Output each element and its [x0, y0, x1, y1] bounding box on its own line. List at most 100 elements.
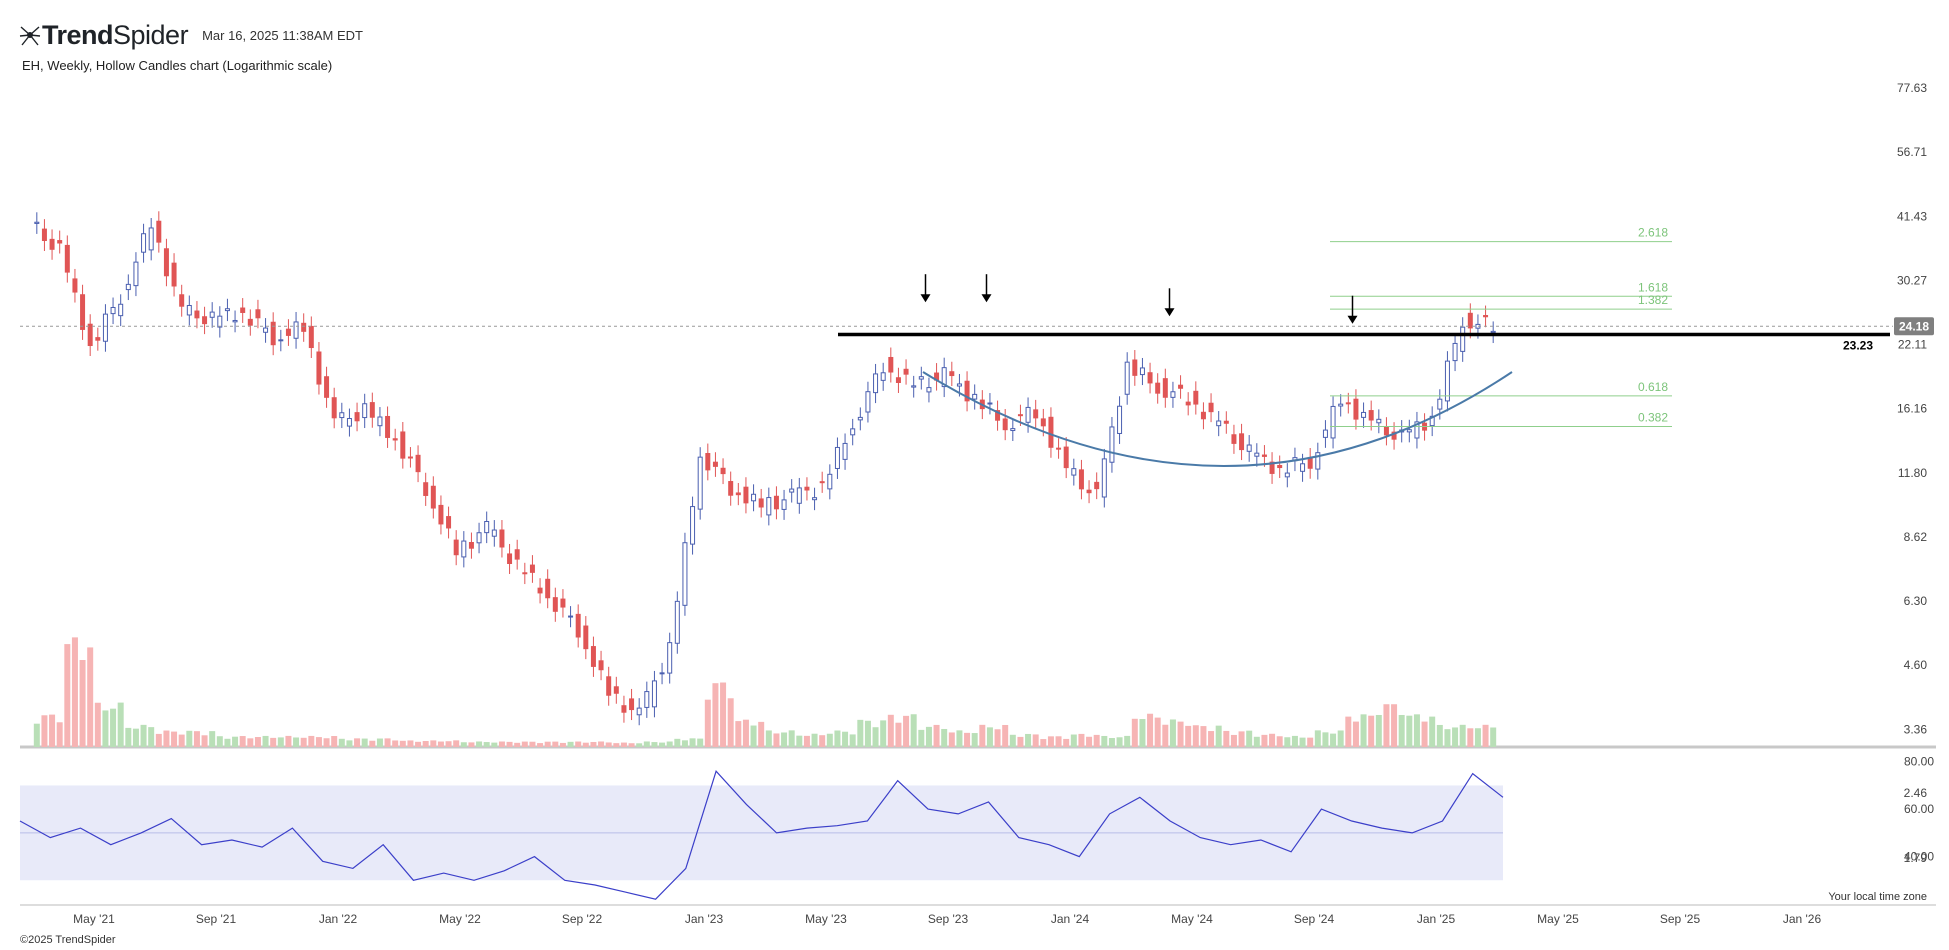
brand-bold: Trend: [42, 19, 114, 50]
x-axis-tick-label: Sep '24: [1294, 912, 1335, 926]
spider-logo-icon: [19, 26, 41, 46]
candle: [407, 456, 413, 459]
volume-bar: [1017, 736, 1024, 747]
volume-bar: [514, 742, 521, 747]
volume-bar: [1398, 714, 1405, 747]
volume-bar: [758, 721, 765, 747]
chart-title: EH, Weekly, Hollow Candles chart (Logari…: [22, 58, 333, 73]
volume-bar: [605, 742, 612, 747]
trendspider-logo: TrendSpider: [18, 19, 189, 51]
y-axis-tick-label: 11.80: [1898, 466, 1927, 480]
volume-bar: [948, 732, 955, 747]
y-axis-tick-label: 8.62: [1904, 530, 1928, 544]
rsi-tick-label: 40.00: [1904, 850, 1934, 864]
candle: [400, 431, 406, 459]
volume-bar: [567, 741, 574, 747]
timezone-label: Your local time zone: [1828, 891, 1927, 903]
volume-bar: [933, 724, 940, 747]
volume-bar: [262, 735, 269, 747]
candle: [377, 416, 383, 427]
volume-bar: [201, 735, 208, 747]
volume-bar: [155, 733, 162, 747]
candle: [514, 549, 520, 560]
candle: [102, 313, 108, 342]
volume-bar: [1070, 734, 1077, 747]
candle: [773, 495, 779, 510]
x-axis-tick-label: May '21: [73, 912, 115, 926]
candle: [697, 456, 703, 510]
volume-bar: [925, 726, 932, 747]
volume-bar: [910, 714, 917, 747]
volume-bar: [437, 741, 444, 747]
volume-bar: [445, 741, 452, 747]
candle: [354, 412, 360, 422]
brand-regular: Spider: [113, 19, 189, 50]
volume-bar: [1063, 738, 1070, 747]
volume-bar: [300, 737, 307, 747]
candle: [1284, 472, 1290, 478]
candle: [1094, 481, 1100, 490]
candle: [529, 564, 535, 573]
volume-bar: [773, 733, 780, 747]
candle: [346, 418, 352, 427]
volume-bar: [1490, 727, 1497, 747]
candle: [171, 262, 177, 287]
candle: [1414, 421, 1420, 439]
candle: [1269, 461, 1275, 474]
volume-bar: [277, 737, 284, 747]
volume-bar: [399, 740, 406, 747]
volume-bar: [163, 730, 170, 747]
volume-bar: [1002, 724, 1009, 747]
volume-bar: [1406, 715, 1413, 747]
y-axis-tick-label: 41.43: [1897, 209, 1927, 223]
candle: [491, 529, 497, 537]
volume-bar: [575, 741, 582, 747]
resistance-label: 23.23: [1843, 338, 1873, 352]
fib-level-label: 2.618: [1638, 226, 1668, 240]
fib-level-label: 1.618: [1638, 280, 1668, 294]
volume-bar: [1147, 713, 1154, 747]
candle: [1002, 418, 1008, 431]
y-axis-tick-label: 56.71: [1897, 145, 1927, 159]
candle: [987, 402, 993, 405]
volume-bar: [140, 724, 147, 747]
volume-bar: [1215, 725, 1222, 747]
volume-bar: [87, 647, 94, 747]
down-arrow-head: [920, 294, 931, 303]
candle: [1391, 431, 1397, 440]
volume-bar: [476, 741, 483, 747]
volume-bar: [872, 727, 879, 747]
volume-bar: [979, 724, 986, 747]
rsi-line: [19, 770, 1504, 900]
candle: [545, 578, 551, 599]
volume-bar: [857, 719, 864, 747]
candle: [621, 705, 627, 713]
volume-bar: [1139, 719, 1146, 747]
x-axis-tick-label: Jan '25: [1417, 912, 1456, 926]
volume-bar: [1131, 718, 1138, 747]
candle: [1452, 342, 1458, 362]
y-axis-tick-label: 1.79: [1904, 851, 1928, 865]
volume-bar: [941, 728, 948, 747]
candle: [842, 442, 848, 460]
volume-bar: [544, 741, 551, 747]
rsi-pane: 80.00 60.00 40.00: [19, 755, 1934, 900]
volume-bar: [1459, 724, 1466, 747]
volume-bar: [1223, 730, 1230, 747]
volume-bar: [415, 741, 422, 747]
volume-bar: [803, 735, 810, 747]
candle: [1315, 452, 1321, 470]
candle: [430, 485, 436, 509]
candle: [1063, 446, 1069, 469]
candle: [499, 529, 505, 548]
candle: [285, 328, 291, 336]
candle: [796, 487, 802, 504]
volume-bar: [239, 736, 246, 747]
candle: [1239, 433, 1245, 451]
volume-bar: [171, 731, 178, 747]
candle: [964, 380, 970, 402]
y-axis-tick-label: 22.11: [1898, 338, 1927, 352]
volume-bar: [125, 727, 132, 747]
rsi-tick-label: 80.00: [1904, 755, 1934, 769]
